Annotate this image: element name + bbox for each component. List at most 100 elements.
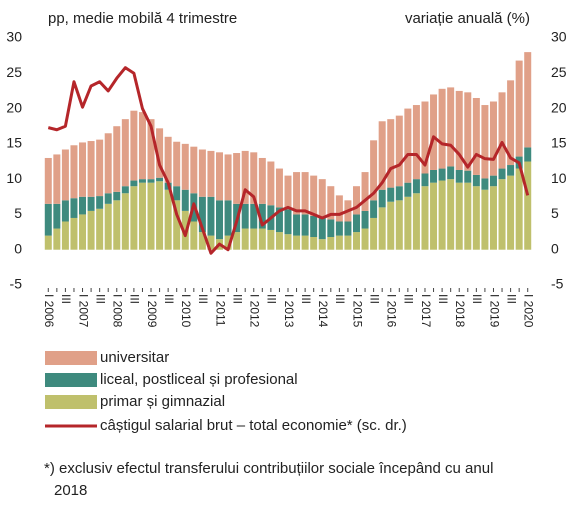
x-tick-label: III xyxy=(333,294,347,304)
y-tick-label: 30 xyxy=(6,29,22,45)
bar-segment xyxy=(87,210,95,250)
bar-segment xyxy=(438,180,446,250)
bar-segment xyxy=(104,133,112,194)
bar-segment xyxy=(275,232,283,250)
left-axis-title: pp, medie mobilă 4 trimestre xyxy=(48,10,237,27)
bar-segment xyxy=(241,150,249,204)
x-tick-label: I 2009 xyxy=(145,294,159,328)
bar-segment xyxy=(216,200,224,240)
bar-segment xyxy=(121,193,129,250)
bar-segment xyxy=(250,228,258,250)
y2-tick-label: 0 xyxy=(551,240,559,256)
bar-segment xyxy=(524,52,532,148)
bar-segment xyxy=(130,110,138,181)
bar-segment xyxy=(113,126,121,192)
bar-segment xyxy=(370,200,378,218)
bar-segment xyxy=(421,173,429,187)
bar-segment xyxy=(53,203,61,229)
bar-segment xyxy=(344,221,352,236)
bar-segment xyxy=(258,228,266,250)
bar-segment xyxy=(361,210,369,229)
bar-segment xyxy=(96,208,104,250)
bar-segment xyxy=(173,200,181,250)
bar-segment xyxy=(507,175,515,250)
x-tick-label: III xyxy=(504,294,518,304)
bar-segment xyxy=(352,214,360,233)
bar-segment xyxy=(293,214,301,236)
x-tick-label: III xyxy=(367,294,381,304)
bar-segment xyxy=(472,174,480,187)
bar-segment xyxy=(224,235,232,250)
bar-segment xyxy=(464,170,472,183)
x-tick-label: I 2016 xyxy=(385,294,399,328)
bar-segment xyxy=(224,154,232,201)
bar-segment xyxy=(430,169,438,183)
bar-segment xyxy=(464,182,472,250)
bar-segment xyxy=(489,186,497,250)
bar-segment xyxy=(44,203,52,236)
footnote: *) exclusiv efectul transferului contrib… xyxy=(44,460,494,499)
bar-segment xyxy=(130,180,138,187)
x-tick-label: III xyxy=(196,294,210,304)
y-tick-label: 20 xyxy=(6,99,22,115)
bar-segment xyxy=(412,179,420,194)
bar-segment xyxy=(241,228,249,250)
bar-segment xyxy=(421,101,429,174)
bar-segment xyxy=(498,168,506,180)
bar-segment xyxy=(44,235,52,250)
bar-segment xyxy=(301,214,309,236)
bar-segment xyxy=(121,186,129,194)
bar-segment xyxy=(318,179,326,218)
x-tick-label: I 2013 xyxy=(282,294,296,328)
bar-segment xyxy=(70,145,78,199)
bar-segment xyxy=(138,112,146,180)
bar-segment xyxy=(352,232,360,250)
bar-segment xyxy=(301,235,309,250)
bar-segment xyxy=(395,115,403,187)
x-tick-label: I 2020 xyxy=(522,294,536,328)
bar-segment xyxy=(181,189,189,211)
legend-label: câștigul salarial brut – total economie*… xyxy=(100,417,407,434)
bar-segment xyxy=(53,228,61,250)
y-tick-label: 5 xyxy=(14,205,22,221)
bar-segment xyxy=(267,161,275,206)
bar-segment xyxy=(318,239,326,250)
bar-segment xyxy=(207,196,215,236)
bar-segment xyxy=(207,150,215,197)
bar-segment xyxy=(147,182,155,250)
bar-segment xyxy=(421,186,429,250)
bar-segment xyxy=(164,189,172,250)
x-tick-label: III xyxy=(402,294,416,304)
x-tick-label: III xyxy=(59,294,73,304)
bar-segment xyxy=(216,152,224,201)
bar-segment xyxy=(104,193,112,204)
legend-label: liceal, postliceal și profesional xyxy=(100,371,298,388)
bar-segment xyxy=(79,214,87,250)
bar-segment xyxy=(481,178,489,190)
bar-segment xyxy=(156,177,164,182)
y2-tick-label: 10 xyxy=(551,170,567,186)
x-tick-label: III xyxy=(299,294,313,304)
bar-segment xyxy=(284,175,292,210)
bar-segment xyxy=(96,139,104,197)
legend-swatch xyxy=(45,351,97,365)
bar-segment xyxy=(524,147,532,162)
bar-segment xyxy=(164,136,172,183)
bar-segment xyxy=(524,161,532,250)
bar-segment xyxy=(455,169,463,183)
bar-segment xyxy=(327,237,335,250)
x-tick-label: III xyxy=(436,294,450,304)
bar-segment xyxy=(53,154,61,204)
y2-tick-label: -5 xyxy=(551,276,564,292)
bar-segment xyxy=(464,92,472,171)
x-tick-label: III xyxy=(470,294,484,304)
bar-segment xyxy=(481,189,489,250)
bar-segment xyxy=(498,179,506,250)
bar-segment xyxy=(147,119,155,180)
bar-segment xyxy=(79,142,87,197)
bar-segment xyxy=(198,149,206,197)
bar-segment xyxy=(395,186,403,201)
bar-segment xyxy=(190,146,198,194)
bar-segment xyxy=(378,207,386,250)
